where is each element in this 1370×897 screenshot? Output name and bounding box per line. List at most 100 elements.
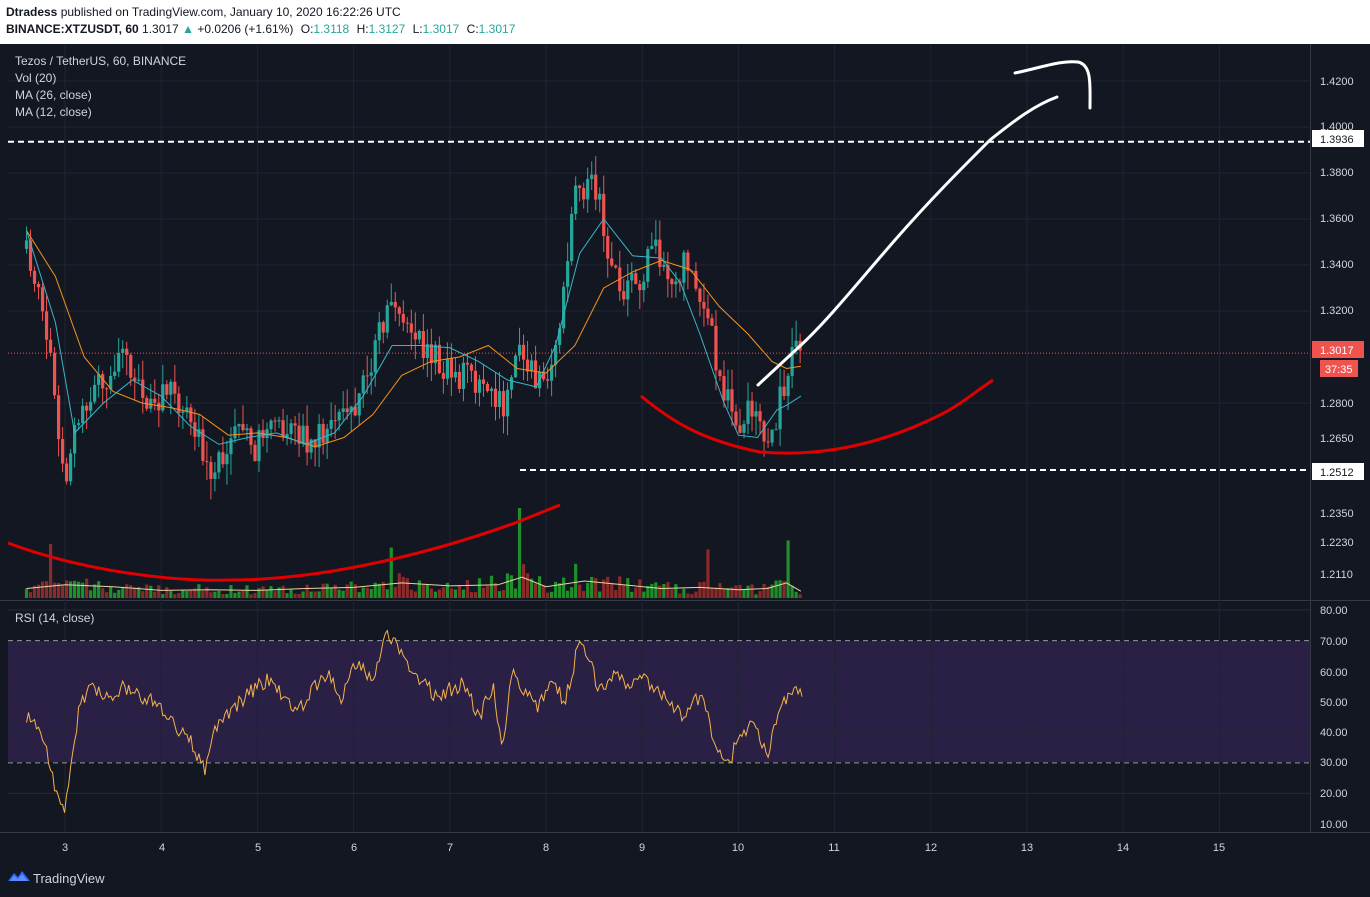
volume-legend[interactable]: Vol (20) — [15, 71, 56, 85]
time-tick: 6 — [351, 842, 357, 854]
volume-bar — [441, 587, 445, 598]
volume-bar — [169, 591, 173, 598]
rsi-axis[interactable]: 80.00 70.00 60.00 50.00 40.00 30.00 20.0… — [1320, 605, 1348, 831]
symbol-interval[interactable]: BINANCE:XTZUSDT, 60 — [6, 22, 139, 36]
volume-bar — [44, 581, 49, 598]
volume-bar — [525, 573, 530, 598]
time-axis[interactable]: 3 4 5 6 7 8 9 10 11 12 13 14 15 — [62, 842, 1225, 854]
volume-bar — [109, 586, 113, 598]
published-text: published on TradingView.com, January 10… — [60, 5, 401, 19]
candle-body — [52, 352, 57, 396]
white-trend-arrow[interactable] — [756, 95, 1059, 387]
author-name[interactable]: Dtradess — [6, 5, 58, 19]
price-tick: 1.3600 — [1320, 213, 1354, 225]
candle-body — [794, 340, 798, 348]
volume-bar — [558, 583, 562, 598]
volume-bar — [590, 576, 594, 598]
volume-bar — [578, 584, 582, 598]
volume-bar — [774, 580, 778, 598]
candle-body — [321, 423, 325, 443]
rsi-legend[interactable]: RSI (14, close) — [15, 611, 94, 625]
volume-bar — [409, 589, 413, 598]
candle-body — [578, 185, 582, 189]
volume-bar — [570, 587, 574, 598]
ma26-legend[interactable]: MA (26, close) — [15, 88, 92, 102]
high-label: H: — [356, 22, 369, 36]
candle-body — [273, 420, 277, 422]
volume-bar — [610, 583, 614, 598]
price-tick: 1.2350 — [1320, 508, 1354, 520]
price-axis[interactable]: 1.4200 1.4000 1.3800 1.3600 1.3400 1.320… — [1320, 76, 1354, 581]
ma12-legend[interactable]: MA (12, close) — [15, 105, 92, 119]
volume-bar — [329, 587, 333, 598]
candle-body — [425, 344, 429, 359]
volume-bar — [277, 587, 281, 598]
candle-body — [674, 281, 678, 285]
volume-bar — [702, 581, 706, 598]
volume-bar — [141, 591, 145, 598]
price-pane[interactable] — [0, 44, 1310, 600]
volume-bar — [105, 592, 109, 598]
candle-body — [28, 240, 33, 271]
candle-body — [281, 420, 285, 437]
candle-body — [73, 424, 77, 454]
volume-bar — [93, 584, 97, 598]
volume-bar — [762, 583, 766, 598]
volume-bar — [786, 540, 790, 598]
candle-body — [389, 301, 393, 306]
candle-body — [153, 398, 157, 403]
volume-bar — [269, 586, 273, 598]
rsi-tick: 80.00 — [1320, 605, 1348, 617]
candle-body — [225, 454, 229, 465]
candle-body — [213, 472, 217, 479]
volume-bar — [313, 591, 317, 598]
candle-body — [554, 344, 558, 365]
volume-bar — [445, 582, 449, 598]
price-label-text: 1.3017 — [1320, 345, 1354, 357]
volume-bar — [189, 589, 193, 598]
candle-body — [698, 288, 702, 302]
candle-body — [48, 339, 53, 353]
volume-bar — [598, 591, 602, 598]
candle-body — [141, 379, 145, 398]
candlesticks[interactable] — [24, 156, 802, 500]
candle-body — [533, 360, 538, 389]
volume-bar — [101, 588, 105, 598]
volume-bar — [77, 581, 81, 598]
candle-body — [626, 280, 630, 300]
volume-bar — [754, 594, 758, 598]
volume-bar — [469, 591, 474, 598]
candle-body — [121, 348, 125, 353]
tradingview-logo-icon[interactable] — [8, 869, 30, 883]
volume-bar — [205, 587, 209, 598]
volume-bar — [714, 587, 718, 598]
volume-bar — [782, 580, 786, 598]
volume-bar — [397, 573, 401, 598]
volume-bar — [734, 585, 738, 598]
candle-body — [622, 291, 626, 300]
candle-body — [377, 322, 381, 341]
volume-bar — [221, 594, 225, 598]
candle-body — [237, 424, 241, 427]
chart-canvas[interactable]: Tezos / TetherUS, 60, BINANCE Vol (20) M… — [0, 44, 1370, 859]
volume-bar — [477, 578, 482, 598]
candle-body — [417, 330, 421, 340]
candle-body — [517, 344, 522, 356]
white-hook-arrow[interactable] — [1013, 60, 1092, 110]
chart-area[interactable]: Tezos / TetherUS, 60, BINANCE Vol (20) M… — [0, 44, 1370, 859]
red-cup-curve[interactable] — [640, 378, 994, 455]
volume-bar — [425, 584, 429, 598]
volume-bar — [173, 594, 177, 598]
candle-body — [614, 265, 618, 268]
tradingview-brand[interactable]: TradingView — [33, 871, 105, 886]
volume-bar — [626, 578, 630, 598]
candle-body — [245, 428, 249, 431]
red-volume-curve[interactable] — [7, 503, 561, 582]
symbol-quote-line: BINANCE:XTZUSDT, 60 1.3017 ▲ +0.0206 (+1… — [6, 22, 515, 36]
low-label: L: — [412, 22, 423, 36]
candle-body — [317, 423, 321, 448]
volume-bar — [706, 549, 710, 598]
candle-body — [437, 344, 441, 374]
volume-bar — [517, 508, 522, 598]
rsi-line — [26, 629, 803, 813]
